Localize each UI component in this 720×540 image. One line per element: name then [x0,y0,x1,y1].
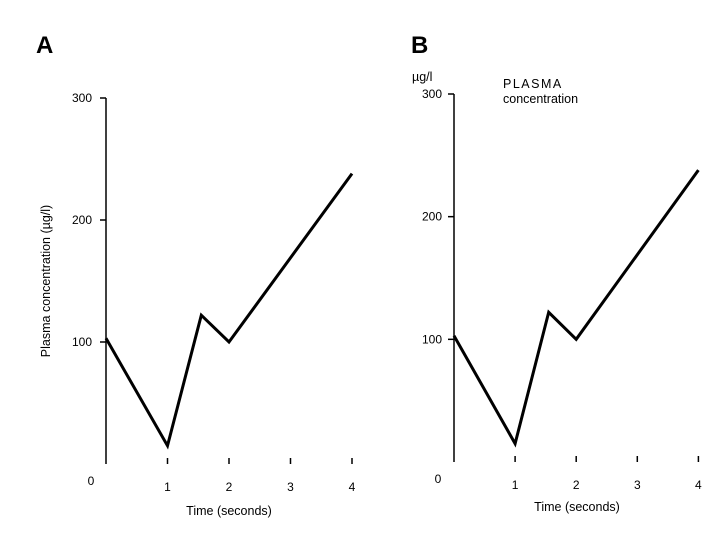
panel-a: A 100 200 300 0 1 2 3 4 Time (seconds) Plasma c… [36,32,356,518]
panel-a-x-tick-label: 2 [226,480,233,494]
panel-b: B 100 200 300 0 1 2 3 4 Time (seconds) µg/l PLA… [411,32,702,514]
panel-a-y-axis-title: Plasma concentration (µg/l) [39,205,53,357]
panel-a-y-tick-label: 100 [72,335,92,349]
panel-b-annotation-line2: concentration [503,92,578,106]
panel-b-x-tick-label: 2 [573,478,580,492]
panel-a-y-tick-label: 200 [72,213,92,227]
panel-b-x-tick-label: 4 [695,478,702,492]
panel-a-x-tick-label: 4 [349,480,356,494]
panel-b-letter: B [411,32,428,59]
panel-a-y-tick-label: 300 [72,91,92,105]
panel-b-y-tick-label: 300 [422,87,442,101]
panel-b-y-tick-label: 200 [422,210,442,224]
panel-b-y-tick-label: 100 [422,332,442,346]
panel-b-x-tick-label: 3 [634,478,641,492]
panel-a-series-line [104,172,354,450]
panel-a-x-axis-title: Time (seconds) [186,504,272,518]
panel-b-x-tick-label: 0 [435,472,442,486]
panel-b-unit-label: µg/l [412,70,432,84]
panel-b-x-axis-title: Time (seconds) [534,500,620,514]
panel-a-x-tick-label: 0 [88,474,95,488]
panel-b-x-tick-label: 1 [512,478,519,492]
panel-b-series-line [452,169,700,448]
panel-b-annotation-line1: PLASMA [503,77,563,91]
panel-a-x-tick-label: 3 [287,480,294,494]
panel-a-letter: A [36,32,53,59]
panel-a-x-tick-label: 1 [164,480,171,494]
